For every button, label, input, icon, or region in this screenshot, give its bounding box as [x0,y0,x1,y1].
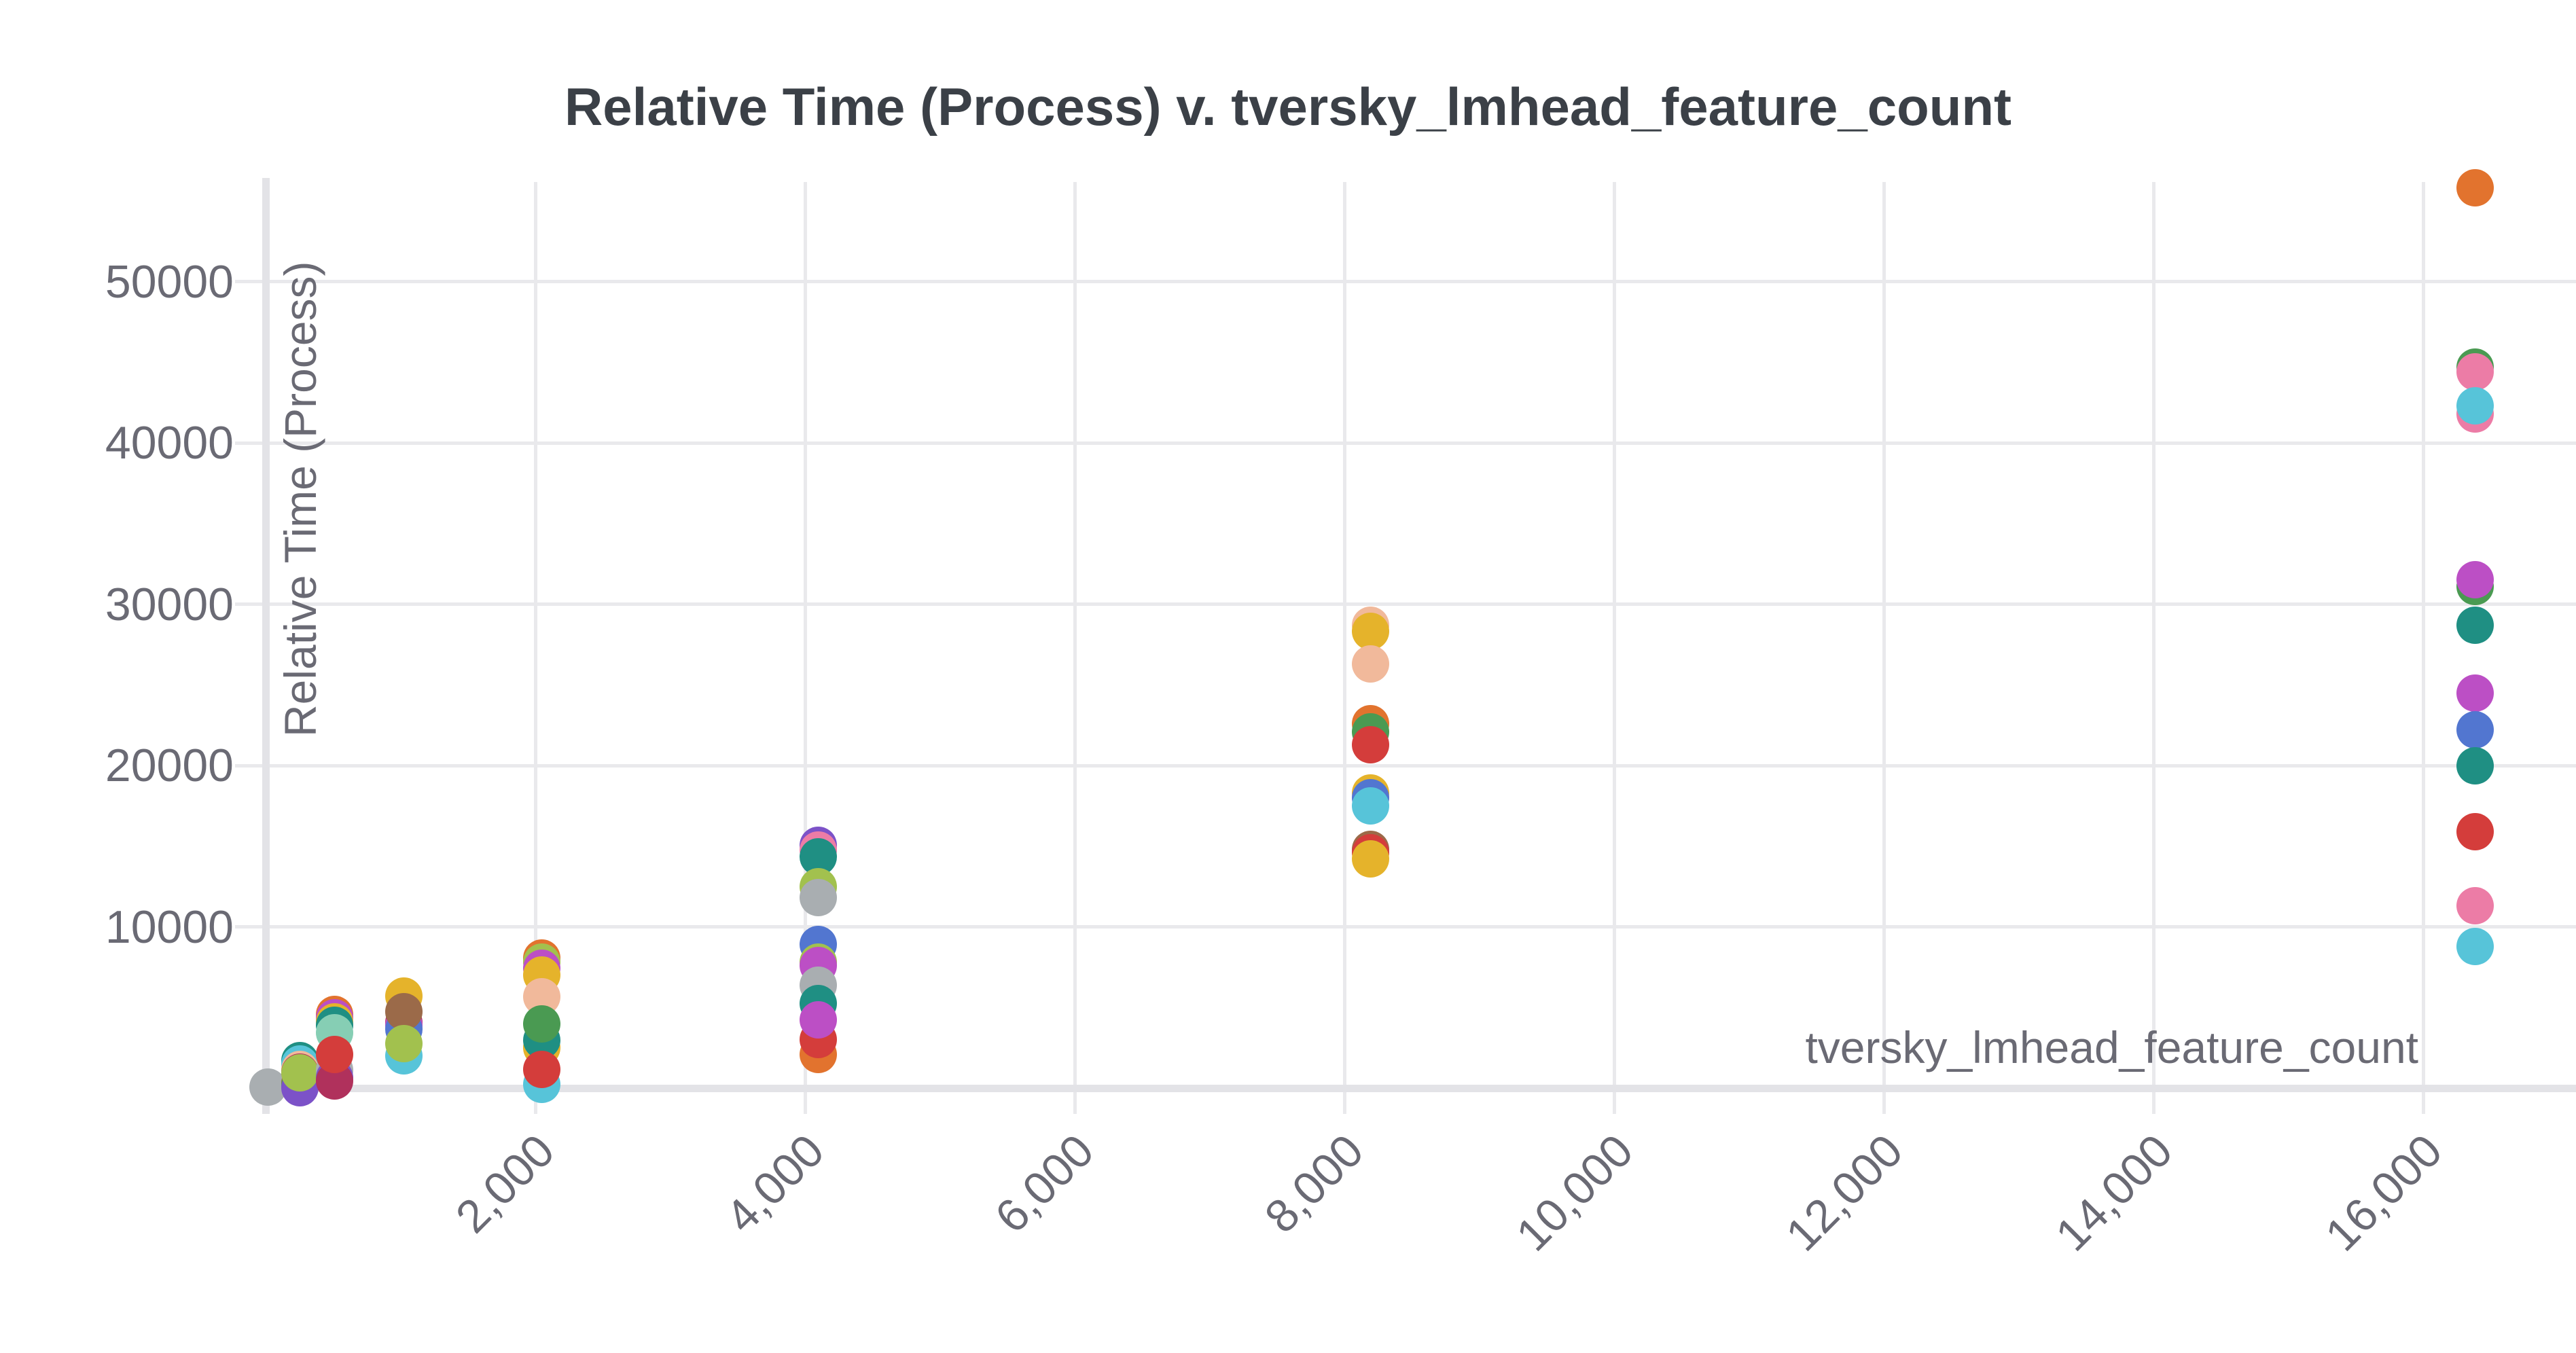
scatter-point [384,1025,423,1063]
chart-title: Relative Time (Process) v. tversky_lmhea… [564,77,2012,137]
scatter-point [523,1005,561,1043]
x-tick-label: 14,000 [2045,1124,2183,1261]
scatter-point [281,1053,319,1092]
scatter-point [2456,353,2494,391]
scatter-point [2456,561,2494,599]
y-axis-label: Relative Time (Process) [275,261,325,737]
scatter-point [1351,645,1389,683]
scatter-point [249,1068,287,1106]
scatter-point [1351,840,1389,878]
h-gridline [235,602,2576,606]
scatter-point [2456,927,2494,965]
h-gridline [235,441,2576,445]
scatter-point [1351,613,1389,651]
h-gridline [235,763,2576,768]
x-tick-label: 10,000 [1506,1124,1643,1261]
v-gridline [1342,182,1346,1114]
scatter-point [1351,725,1389,763]
v-gridline [1612,182,1616,1114]
scatter-point [2456,812,2494,850]
scatter-point [2456,674,2494,712]
x-tick-label: 4,000 [715,1124,834,1243]
scatter-point [384,992,423,1030]
scatter-point [2456,711,2494,749]
x-tick-label: 6,000 [985,1124,1104,1243]
v-gridline [2151,182,2155,1114]
scatter-point [1351,787,1389,825]
x-tick-label: 8,000 [1255,1124,1374,1243]
y-axis-line [262,178,270,1114]
y-tick-label: 50000 [105,255,234,308]
x-tick-label: 16,000 [2315,1124,2452,1261]
v-gridline [533,182,537,1114]
scatter-point [799,879,837,917]
y-tick-label: 20000 [105,740,234,791]
h-gridline [235,925,2576,928]
x-tick-label: 12,000 [1776,1124,1913,1261]
x-tick-label: 2,000 [446,1124,565,1243]
scatter-point [2456,887,2494,925]
x-axis-line [262,1085,2576,1092]
v-gridline [2421,182,2425,1114]
scatter-point [2456,386,2494,425]
h-gridline [235,280,2576,283]
scatter-point [2456,606,2494,644]
x-axis-label: tversky_lmhead_feature_count [1805,1022,2418,1072]
v-gridline [803,182,807,1114]
v-gridline [1882,182,1886,1114]
scatter-point [2456,746,2494,784]
y-tick-label: 30000 [105,578,234,630]
v-gridline [1073,182,1077,1114]
y-tick-label: 40000 [105,417,234,469]
scatter-point [799,1000,837,1039]
scatter-point [523,1051,561,1089]
y-tick-label: 10000 [105,901,234,953]
scatter-point [316,1035,354,1073]
scatter-point [2456,169,2494,207]
